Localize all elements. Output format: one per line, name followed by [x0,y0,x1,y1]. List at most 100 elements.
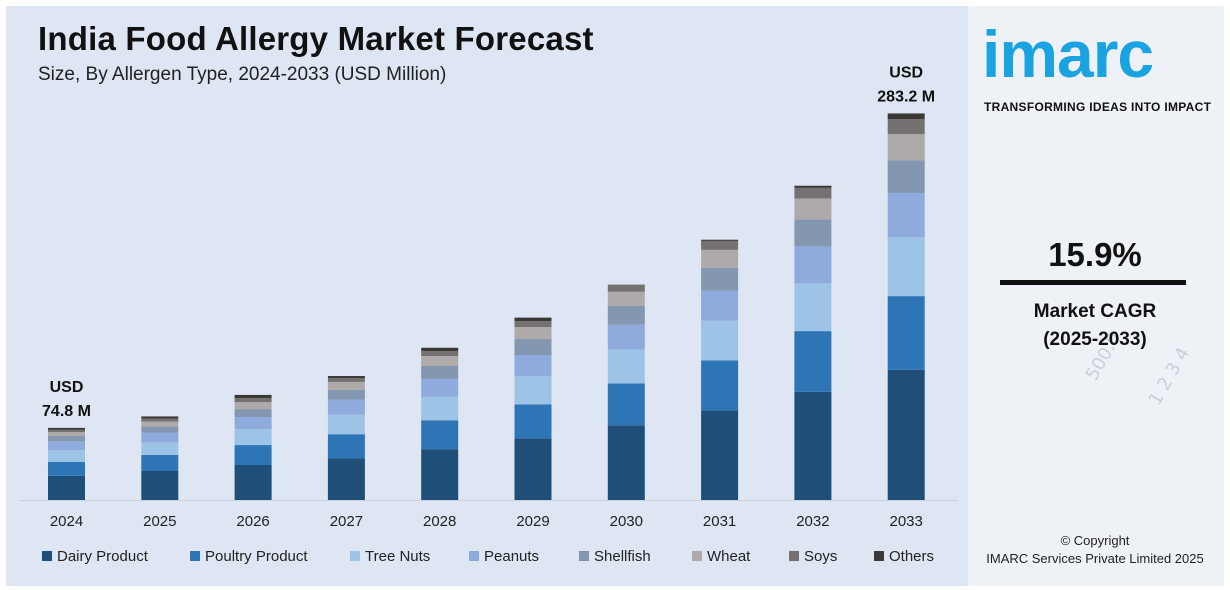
bar-segment [514,375,552,405]
legend-item: Dairy Product [42,548,148,565]
bar-segment [514,327,552,340]
bar-segment [141,418,179,422]
bar-segment [887,369,925,500]
bar-segment [887,160,925,193]
x-tick-label: 2024 [50,513,83,530]
bar-segment [327,389,365,400]
bar-segment [327,434,365,459]
legend-swatch [190,551,200,561]
bar-segment [327,399,365,415]
cagr-divider [1000,280,1186,285]
bar-annotation-currency: USD [889,64,923,81]
bar-segment [48,427,85,430]
bar-segment [327,377,365,382]
x-tick-label: 2030 [610,513,643,530]
bar-segment [794,198,832,220]
bar-segment [701,290,739,321]
bar-segment [701,249,739,268]
bar-segment [141,416,179,419]
bar-segment [48,432,85,436]
x-tick-label: 2032 [796,513,829,530]
bar-segment [421,378,459,397]
x-tick-label: 2026 [236,513,269,530]
cagr-label-line1: Market CAGR [1033,301,1157,322]
x-tick-label: 2025 [143,513,176,530]
legend-item: Soys [789,548,837,565]
bar-segment [607,291,645,306]
bar-segment [514,317,552,322]
bar-segment [327,458,365,500]
legend-swatch [692,551,702,561]
legend-swatch [469,551,479,561]
legend-swatch [350,551,360,561]
bar-segment [514,355,552,376]
bar-segment [234,445,272,466]
bar-segment [794,283,832,332]
legend-label: Others [889,548,935,565]
legend-label: Wheat [707,548,751,565]
chart-legend: Dairy Product Poultry Product Tree Nuts Pea… [42,548,952,570]
bar-segment [141,470,179,500]
chart-subtitle: Size, By Allergen Type, 2024-2033 (USD M… [38,64,447,85]
bar-segment [607,349,645,384]
legend-item: Poultry Product [190,548,308,565]
bar-segment [421,356,459,367]
bar-segment [607,383,645,426]
bar-segment [327,376,365,378]
bar-segment [48,475,85,500]
side-panel: 500.0 1 2 3 4 [968,6,1224,586]
legend-item: Tree Nuts [350,548,430,565]
bar-segment [141,454,179,471]
bar-segment [514,339,552,356]
bar-segment [701,410,739,500]
x-tick-label: 2029 [516,513,549,530]
bar-segment [794,391,832,500]
bar-annotation-value: 283.2 M [877,88,935,105]
bar-segment [887,134,925,161]
bar-segment [421,347,459,352]
bar-segment [701,239,739,241]
bar-segment [421,366,459,379]
legend-label: Tree Nuts [365,548,431,565]
cagr-value: 15.9% [1048,236,1142,273]
bar-segment [701,240,739,250]
x-tick-label: 2033 [890,513,923,530]
bar-segment [141,432,179,443]
copyright-line2: IMARC Services Private Limited 2025 [986,551,1204,566]
bar-segment [48,441,85,451]
imarc-logo: imarc TRANSFORMING IDEAS INTO IMPACT [982,14,1214,114]
bar-segment [421,351,459,357]
bar-segment [234,398,272,403]
x-tick-label: 2027 [330,513,363,530]
bar-segment [234,465,272,500]
bar-segment [141,442,179,455]
bar-segment [48,435,85,442]
stacked-bar-chart: 2024 2025 2026 2027 2028 2029 2030 2031 2032 2033… [20,64,958,530]
bar-segment [421,420,459,450]
bar-segment [48,450,85,462]
bar-segment [48,461,85,476]
logo-tagline: TRANSFORMING IDEAS INTO IMPACT [984,100,1212,114]
bar-segment [141,426,179,433]
bar-segment [794,185,832,188]
bar-segment [887,192,925,238]
cagr-label-line2: (2025-2033) [1043,329,1147,350]
bar-segment [48,429,85,433]
legend-item: Wheat [692,548,750,565]
bar-segment [141,421,179,427]
legend-label: Poultry Product [205,548,308,565]
bar-segment [887,296,925,370]
bar-segment [607,425,645,500]
legend-swatch [789,551,799,561]
legend-swatch [579,551,589,561]
legend-item: Peanuts [469,548,539,565]
bar-segment [234,417,272,430]
bar-annotation-value: 74.8 M [42,403,91,420]
bar-segment [514,404,552,439]
bar-annotation-currency: USD [50,379,84,396]
legend-swatch [874,551,884,561]
bar-segment [701,320,739,361]
bar-segment [887,113,925,120]
legend-swatch [42,551,52,561]
